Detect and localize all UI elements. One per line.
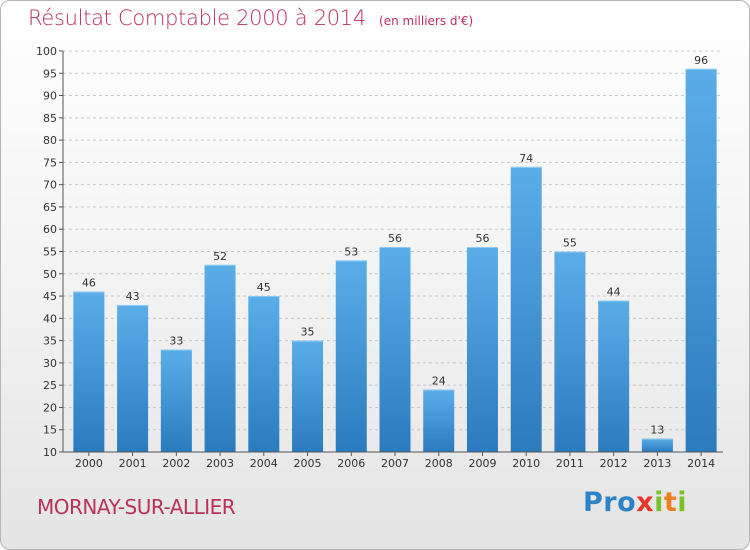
x-tick-label-2005: 2005 [294, 457, 322, 470]
data-label-2004: 45 [257, 281, 271, 294]
data-label-2009: 56 [475, 232, 489, 245]
y-tick-label-90: 90 [43, 90, 57, 103]
x-tick-label-2012: 2012 [600, 457, 628, 470]
bars-layer [73, 68, 717, 453]
data-label-2007: 56 [388, 232, 402, 245]
bar-2013 [641, 438, 673, 452]
x-tick-label-2001: 2001 [119, 457, 147, 470]
data-label-2003: 52 [213, 250, 227, 263]
bar-2010 [510, 166, 542, 452]
x-tick-label-2014: 2014 [687, 457, 715, 470]
logo-part-x: x [636, 487, 655, 518]
bar-2006 [335, 260, 367, 452]
data-label-2006: 53 [344, 245, 358, 258]
y-tick-label-60: 60 [43, 223, 57, 236]
y-tick-label-70: 70 [43, 179, 57, 192]
y-tick-label-30: 30 [43, 357, 57, 370]
bar-2014 [685, 68, 717, 453]
x-tick-label-2002: 2002 [162, 457, 190, 470]
y-tick-label-65: 65 [43, 201, 57, 214]
logo-part-i2: i [677, 487, 688, 518]
x-tick-label-2000: 2000 [75, 457, 103, 470]
chart-title: Résultat Comptable 2000 à 2014 [28, 6, 366, 30]
logo-part-t: t [663, 487, 678, 518]
y-tick-label-95: 95 [43, 67, 57, 80]
data-label-2002: 33 [169, 335, 183, 348]
y-tick-label-100: 100 [36, 45, 57, 58]
data-label-2012: 44 [607, 286, 621, 299]
proxiti-logo[interactable]: Proxiti [583, 487, 687, 518]
bar-2008 [423, 389, 455, 452]
bar-2003 [204, 264, 236, 452]
x-tick-label-2010: 2010 [512, 457, 540, 470]
y-tick-label-80: 80 [43, 134, 57, 147]
y-tick-label-40: 40 [43, 312, 57, 325]
data-label-2010: 74 [519, 152, 533, 165]
x-tick-label-2003: 2003 [206, 457, 234, 470]
y-tick-label-25: 25 [43, 379, 57, 392]
bar-2012 [598, 300, 630, 452]
bar-2000 [73, 291, 105, 452]
y-tick-label-35: 35 [43, 335, 57, 348]
x-tick-label-2009: 2009 [468, 457, 496, 470]
bar-2004 [248, 296, 280, 452]
y-tick-label-15: 15 [43, 424, 57, 437]
data-label-2001: 43 [126, 290, 140, 303]
logo-part-i1: i [654, 487, 664, 518]
y-tick-label-45: 45 [43, 290, 57, 303]
y-tick-label-85: 85 [43, 112, 57, 125]
bar-2011 [554, 251, 586, 452]
labels-layer: 46 43 33 52 45 35 53 56 24 56 74 55 44 13 96 [82, 54, 708, 437]
bar-2001 [117, 304, 149, 452]
bar-2005 [292, 340, 324, 452]
y-tick-label-20: 20 [43, 401, 57, 414]
y-tick-label-55: 55 [43, 246, 57, 259]
y-tick-label-50: 50 [43, 268, 57, 281]
data-label-2008: 24 [432, 375, 446, 388]
data-label-2005: 35 [301, 326, 315, 339]
bar-2007 [379, 247, 411, 452]
x-tick-label-2007: 2007 [381, 457, 409, 470]
data-label-2000: 46 [82, 277, 96, 290]
data-label-2011: 55 [563, 237, 577, 250]
data-label-2014: 96 [694, 54, 708, 67]
bar-2009 [466, 247, 498, 452]
chart-title-block: Résultat Comptable 2000 à 2014 (en milli… [28, 6, 473, 30]
x-tick-label-2013: 2013 [643, 457, 671, 470]
axis-layer: 10 15 20 25 30 35 40 45 50 55 60 65 70 75 80 85 90 95 100 2… [36, 45, 723, 470]
data-label-2013: 13 [650, 424, 664, 437]
x-tick-label-2004: 2004 [250, 457, 278, 470]
commune-name: MORNAY-SUR-ALLIER [37, 495, 236, 519]
x-tick-label-2006: 2006 [337, 457, 365, 470]
chart-subtitle: (en milliers d'€) [379, 14, 474, 28]
y-tick-label-75: 75 [43, 156, 57, 169]
logo-part-pro: Pro [583, 487, 637, 518]
y-tick-label-10: 10 [43, 446, 57, 459]
x-tick-label-2008: 2008 [425, 457, 453, 470]
x-tick-label-2011: 2011 [556, 457, 584, 470]
bar-2002 [160, 349, 192, 452]
